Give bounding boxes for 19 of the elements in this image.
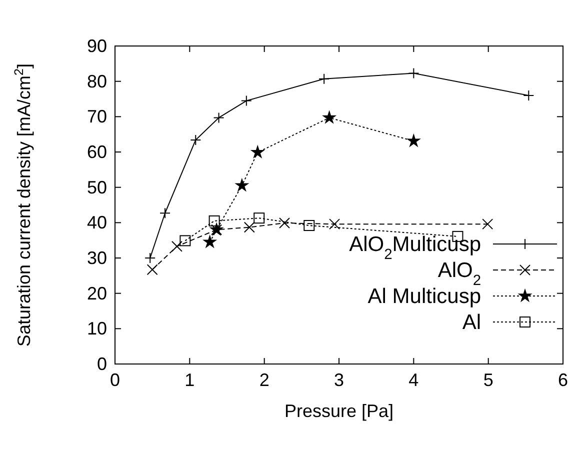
x-tick-label: 3 (334, 370, 344, 390)
y-tick-label: 60 (86, 142, 107, 162)
x-tick-label: 4 (408, 370, 419, 390)
x-tick-label: 6 (558, 370, 568, 390)
legend-label: Al (462, 311, 481, 334)
x-tick-label: 2 (259, 370, 270, 390)
x-tick-label: 1 (184, 370, 195, 390)
x-axis-title: Pressure [Pa] (284, 401, 394, 421)
y-tick-label: 20 (86, 283, 107, 304)
y-tick-label: 80 (86, 71, 107, 92)
y-tick-label: 90 (86, 36, 107, 56)
x-tick-label: 0 (110, 370, 120, 390)
y-tick-label: 40 (86, 212, 107, 233)
y-tick-label: 50 (86, 177, 107, 198)
y-tick-label: 70 (86, 106, 107, 127)
y-tick-label: 10 (86, 318, 107, 339)
y-tick-label: 30 (86, 248, 107, 268)
x-tick-label: 5 (483, 370, 494, 390)
y-tick-label: 0 (96, 354, 107, 374)
